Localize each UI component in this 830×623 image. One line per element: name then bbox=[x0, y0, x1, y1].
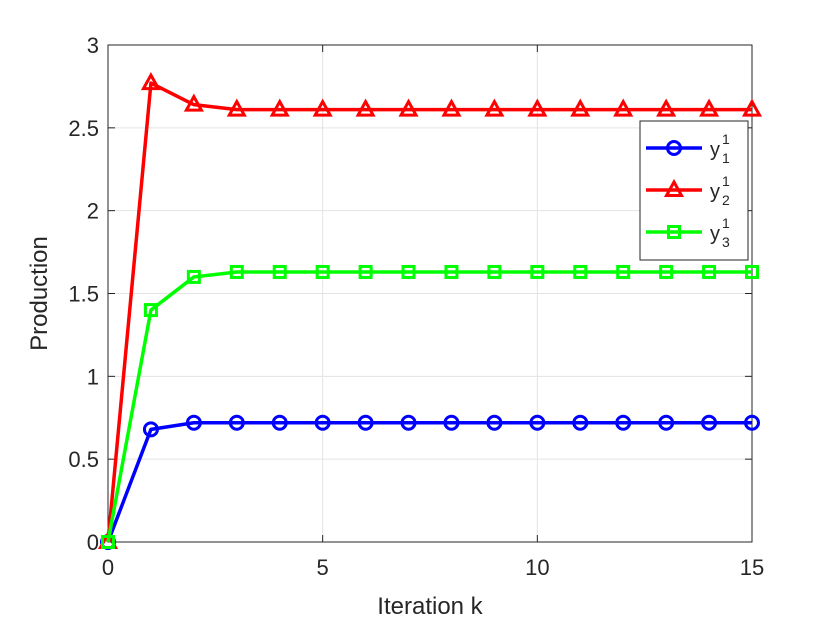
legend: y 11y 12y 13 bbox=[639, 120, 749, 261]
data-point-circle bbox=[529, 414, 546, 431]
data-point-triangle bbox=[312, 98, 333, 117]
data-point-circle bbox=[486, 414, 503, 431]
data-point-square bbox=[401, 264, 416, 279]
y-tick-label: 3 bbox=[87, 33, 99, 58]
y-tick-label: 2 bbox=[87, 199, 99, 224]
y-tick-label: 2.5 bbox=[68, 116, 99, 141]
data-point-square bbox=[702, 264, 717, 279]
data-point-circle bbox=[701, 414, 718, 431]
data-point-triangle bbox=[484, 98, 505, 117]
data-point-square bbox=[143, 303, 158, 318]
data-point-square bbox=[272, 264, 287, 279]
legend-label: y bbox=[710, 181, 720, 203]
data-point-triangle bbox=[699, 98, 720, 117]
x-tick-label: 15 bbox=[740, 555, 764, 580]
data-point-triangle bbox=[656, 98, 677, 117]
data-point-square bbox=[573, 264, 588, 279]
legend-subscript: 2 bbox=[722, 192, 730, 208]
data-point-triangle bbox=[183, 93, 204, 112]
data-point-triangle bbox=[570, 98, 591, 117]
data-point-circle bbox=[314, 414, 331, 431]
y-tick-label: 0.5 bbox=[68, 447, 99, 472]
data-point-circle bbox=[271, 414, 288, 431]
legend-marker-square bbox=[667, 225, 681, 239]
data-point-square bbox=[186, 269, 201, 284]
legend-subscript: 1 bbox=[722, 150, 730, 166]
data-point-square bbox=[444, 264, 459, 279]
legend-label: y bbox=[710, 223, 720, 245]
data-point-circle bbox=[228, 414, 245, 431]
x-tick-label: 5 bbox=[317, 555, 329, 580]
x-tick-label: 0 bbox=[102, 555, 114, 580]
legend-superscript: 1 bbox=[722, 215, 730, 231]
data-point-square bbox=[745, 264, 759, 279]
legend-item: y 1 3 bbox=[646, 215, 730, 250]
data-point-square bbox=[315, 264, 330, 279]
series-line bbox=[106, 420, 752, 543]
y-tick-label: 0 bbox=[87, 530, 99, 555]
legend-marker-circle bbox=[666, 140, 682, 156]
data-point-square bbox=[616, 264, 631, 279]
data-point-square bbox=[358, 264, 373, 279]
data-point-triangle bbox=[355, 98, 376, 117]
data-point-square bbox=[659, 264, 674, 279]
series-square bbox=[101, 264, 759, 549]
legend-marker-triangle bbox=[663, 178, 685, 197]
data-point-circle bbox=[357, 414, 374, 431]
data-point-square bbox=[487, 264, 502, 279]
y-axis-label: Production bbox=[26, 236, 53, 351]
legend-label: y bbox=[710, 139, 720, 161]
data-point-square bbox=[101, 535, 115, 549]
data-point-triangle bbox=[140, 72, 161, 91]
axis-ticks: 0 5 10 15 0 0.5 1 1.5 2 2.5 3 bbox=[68, 33, 764, 580]
x-axis-label: Iteration k bbox=[377, 593, 483, 620]
data-point-triangle bbox=[613, 98, 634, 117]
series-line bbox=[106, 81, 752, 543]
data-point-square bbox=[229, 264, 244, 279]
data-point-circle bbox=[443, 414, 460, 431]
data-point-circle bbox=[744, 414, 760, 431]
data-point-triangle bbox=[269, 98, 290, 117]
legend-subscript: 3 bbox=[722, 234, 730, 250]
y-tick-label: 1.5 bbox=[68, 282, 99, 307]
data-point-square bbox=[530, 264, 545, 279]
legend-superscript: 1 bbox=[722, 173, 730, 189]
data-point-circle bbox=[658, 414, 675, 431]
data-point-triangle bbox=[527, 98, 548, 117]
data-point-circle bbox=[572, 414, 589, 431]
legend-item: y 1 1 bbox=[646, 131, 730, 166]
data-point-triangle bbox=[441, 98, 462, 117]
legend-item: y 1 2 bbox=[646, 173, 730, 208]
series-layer bbox=[97, 72, 763, 550]
data-point-circle bbox=[185, 414, 202, 431]
data-point-circle bbox=[142, 421, 159, 438]
x-tick-label: 10 bbox=[525, 555, 549, 580]
series-triangle bbox=[97, 72, 763, 549]
data-point-triangle bbox=[741, 98, 763, 117]
series-line bbox=[106, 270, 752, 543]
legend-superscript: 1 bbox=[722, 131, 730, 147]
data-point-triangle bbox=[398, 98, 419, 117]
data-point-circle bbox=[400, 414, 417, 431]
data-point-triangle bbox=[226, 98, 247, 117]
y-tick-label: 1 bbox=[87, 364, 99, 389]
data-point-circle bbox=[615, 414, 632, 431]
